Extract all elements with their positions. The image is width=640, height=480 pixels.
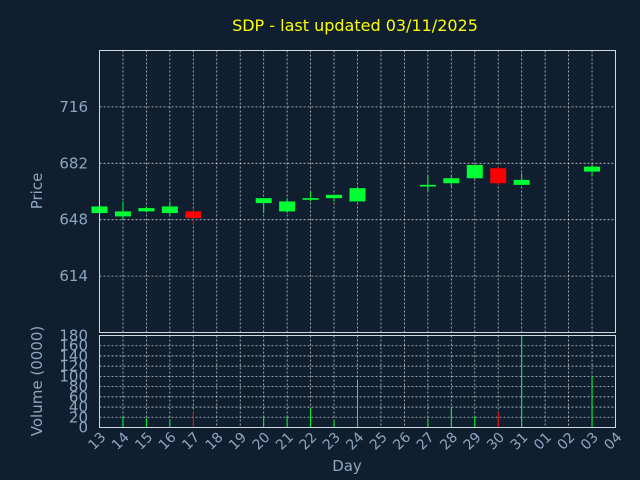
x-tick-label: 27 <box>414 430 438 454</box>
price-tick-label: 716 <box>59 98 88 116</box>
volume-tick-label: 0 <box>78 419 88 437</box>
candle-body <box>513 179 530 185</box>
candle-body <box>255 198 272 204</box>
price-tick-label: 682 <box>59 154 88 172</box>
x-tick-label: 15 <box>132 430 156 454</box>
x-tick-label: 24 <box>343 429 367 453</box>
price-axis-label: Price <box>28 173 46 210</box>
candle-body <box>161 206 178 214</box>
candle-body <box>443 178 460 184</box>
volume-tick-label: 100 <box>59 367 88 385</box>
candle-body <box>466 164 483 179</box>
x-tick-label: 28 <box>437 430 461 454</box>
volume-tick-label: 120 <box>59 357 88 375</box>
x-tick-label: 01 <box>531 430 555 454</box>
x-tick-label: 18 <box>203 430 227 454</box>
x-tick-label: 25 <box>367 430 391 454</box>
x-tick-label: 26 <box>390 429 414 453</box>
x-tick-label: 19 <box>226 430 250 454</box>
volume-tick-label: 80 <box>69 378 88 396</box>
x-tick-label: 23 <box>320 430 344 454</box>
candle-body <box>326 194 343 199</box>
candle-body <box>584 166 601 172</box>
x-axis-label: Day <box>332 457 362 475</box>
x-tick-label: 02 <box>554 430 578 454</box>
x-tick-label: 22 <box>296 430 320 454</box>
volume-tick-label: 140 <box>59 347 88 365</box>
candle-body <box>419 184 436 187</box>
candle-body <box>279 201 296 212</box>
x-tick-label: 13 <box>85 430 109 454</box>
price-tick-label: 614 <box>59 267 88 285</box>
price-tick-label: 648 <box>59 211 88 229</box>
price-panel-frame <box>99 50 616 333</box>
x-tick-label: 17 <box>179 430 203 454</box>
chart-title: SDP - last updated 03/11/2025 <box>232 16 478 35</box>
volume-tick-label: 40 <box>69 398 88 416</box>
x-tick-label: 29 <box>461 430 485 454</box>
candle-body <box>185 211 202 219</box>
volume-tick-label: 180 <box>59 327 88 345</box>
volume-tick-label: 60 <box>69 388 88 406</box>
x-tick-label: 04 <box>601 429 625 453</box>
x-tick-label: 20 <box>250 430 274 454</box>
x-tick-label: 14 <box>109 429 133 453</box>
x-tick-label: 21 <box>273 430 297 454</box>
x-tick-label: 31 <box>508 430 532 454</box>
candle-body <box>349 188 366 202</box>
x-tick-label: 30 <box>484 430 508 454</box>
candle-body <box>490 168 507 184</box>
candle-body <box>138 208 155 212</box>
candle-body <box>114 211 131 217</box>
volume-axis-label: Volume (0000) <box>28 326 46 436</box>
volume-panel-frame <box>99 335 616 428</box>
volume-tick-label: 20 <box>69 408 88 426</box>
x-tick-label: 03 <box>578 430 602 454</box>
volume-tick-label: 160 <box>59 337 88 355</box>
candle-body <box>302 198 319 200</box>
x-tick-label: 16 <box>156 429 180 453</box>
